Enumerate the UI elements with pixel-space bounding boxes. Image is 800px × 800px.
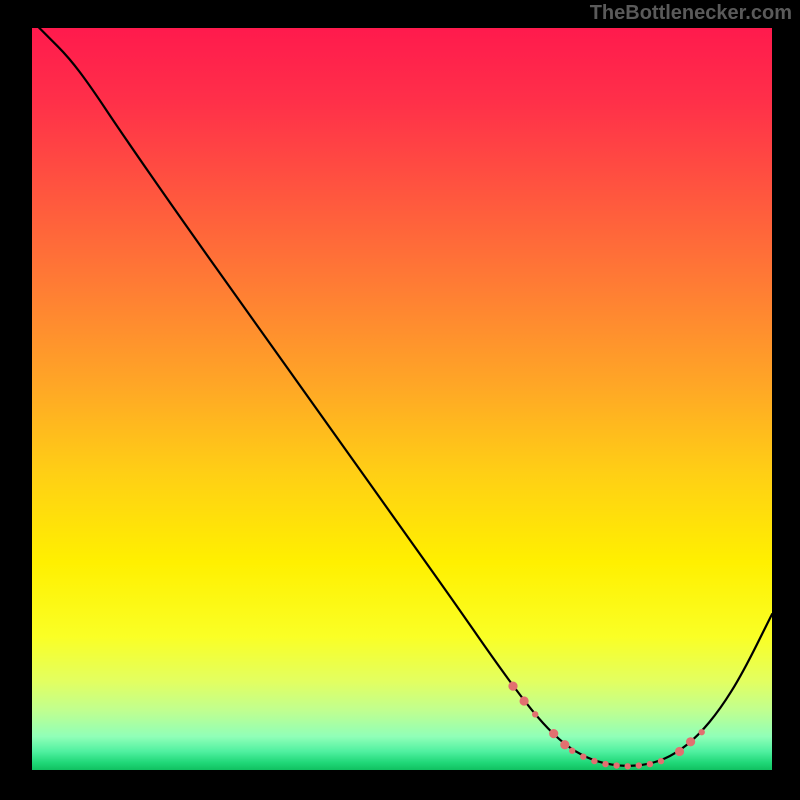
plot-area [32,28,772,770]
data-marker [508,682,517,691]
data-marker [636,762,642,768]
data-marker [699,729,705,735]
data-marker [520,696,529,705]
data-marker [647,761,653,767]
data-marker [580,753,586,759]
chart-svg [32,28,772,770]
data-marker [532,711,538,717]
data-marker [675,747,684,756]
data-marker [560,740,569,749]
data-marker [591,758,597,764]
data-marker [569,748,575,754]
data-marker [658,758,664,764]
data-marker [602,761,608,767]
data-marker [625,763,631,769]
data-marker [549,729,558,738]
gradient-background [32,28,772,770]
data-marker [686,737,695,746]
data-marker [613,762,619,768]
watermark-text: TheBottlenecker.com [590,2,792,25]
chart-container: TheBottlenecker.com [0,0,800,800]
